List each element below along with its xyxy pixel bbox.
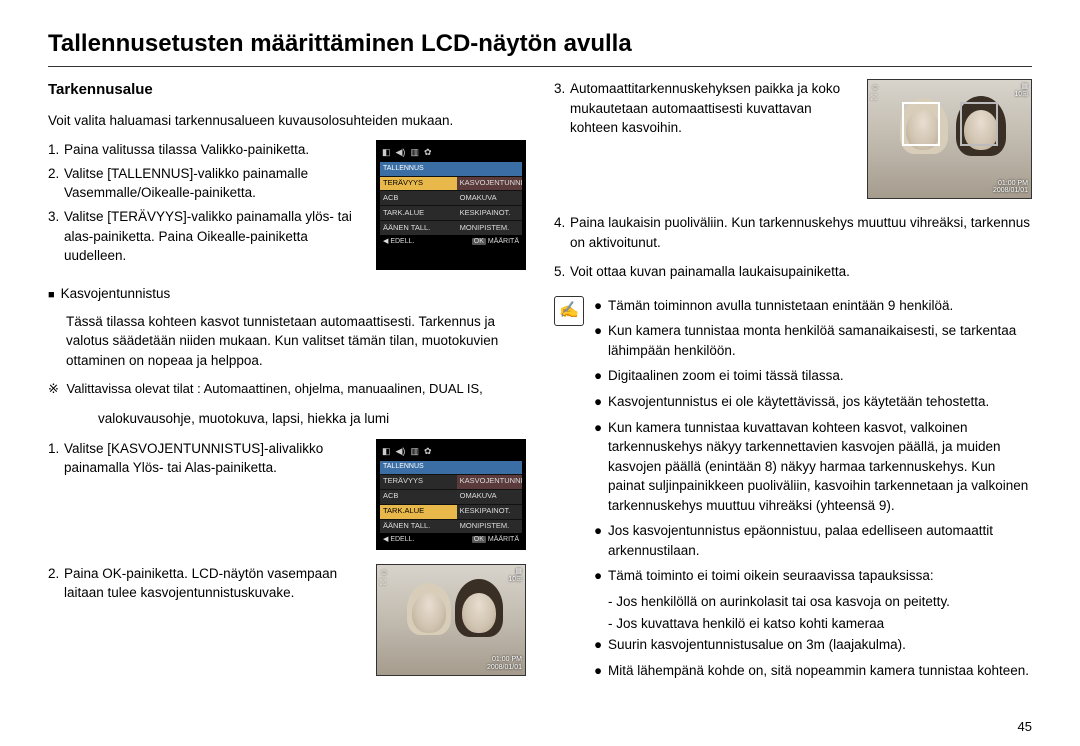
step-text: Valitse [KASVOJENTUNNISTUS]-alivalikko p… xyxy=(64,439,364,478)
menu-item: ÄÄNEN TALL. xyxy=(380,519,457,534)
step-text: Voit ottaa kuvan painamalla laukaisupain… xyxy=(570,262,1032,282)
section-heading: Tarkennusalue xyxy=(48,79,526,101)
note-icon: ✍ xyxy=(554,296,584,326)
step-number: 1. xyxy=(48,439,64,478)
photo-time: 01:00 PM xyxy=(487,656,522,664)
step-number: 3. xyxy=(48,207,64,266)
note-text: Valittavissa olevat tilat : Automaattine… xyxy=(67,381,483,396)
menu-item: TARK.ALUE xyxy=(380,504,457,519)
intro-text: Voit valita haluamasi tarkennusalueen ku… xyxy=(48,111,526,131)
photo-date: 2008/01/01 xyxy=(993,187,1028,195)
step-text: Valitse [TERÄVYYS]-valikko painamalla yl… xyxy=(64,207,364,266)
photo-date: 2008/01/01 xyxy=(487,664,522,672)
note-marker-icon: ※ xyxy=(48,381,59,396)
menu-item: OMAKUVA xyxy=(457,190,522,205)
note-item: Digitaalinen zoom ei toimi tässä tilassa… xyxy=(608,366,1032,386)
lcd-photo-faces: ☺⛶ ▦10⊞ 01:00 PM 2008/01/01 xyxy=(867,79,1032,199)
note-item: Tämän toiminnon avulla tunnistetaan enin… xyxy=(608,296,1032,316)
note-item: Kasvojentunnistus ei ole käytettävissä, … xyxy=(608,392,1032,412)
square-bullet-icon: ■ xyxy=(48,288,55,304)
menu-item: KESKIPAINOT. xyxy=(457,504,522,519)
menu-screenshot-a: ◧◀)▥✿ TALLENNUS TERÄVYYS ACB TARK.ALUE Ä… xyxy=(376,140,526,269)
menu-item: KASVOJENTUNNISTUS xyxy=(457,474,522,489)
title-divider xyxy=(48,66,1032,67)
page-title: Tallennusetusten määrittäminen LCD-näytö… xyxy=(48,30,1032,58)
menu-item: KASVOJENTUNNISTUS xyxy=(457,176,522,191)
menu-set: MÄÄRITÄ xyxy=(488,536,519,543)
note-item: Mitä lähempänä kohde on, sitä nopeammin … xyxy=(608,661,1032,681)
page-number: 45 xyxy=(1018,719,1032,734)
note-text-cont: valokuvausohje, muotokuva, lapsi, hiekka… xyxy=(98,409,526,429)
step-number: 2. xyxy=(48,164,64,203)
menu-item: ÄÄNEN TALL. xyxy=(380,220,457,235)
step-text: Valitse [TALLENNUS]-valikko painamalle V… xyxy=(64,164,364,203)
lcd-photo-preview: ☺⛶ ▦10⊞ 01:00 PM 2008/01/01 xyxy=(376,564,526,676)
note-subitem: - Jos kuvattava henkilö ei katso kohti k… xyxy=(608,614,1032,634)
menu-item: MONIPISTEM. xyxy=(457,220,522,235)
menu-item: TERÄVYYS xyxy=(380,176,457,191)
step-text: Paina valitussa tilassa Valikko-painiket… xyxy=(64,140,364,160)
menu-header: TALLENNUS xyxy=(380,162,457,175)
menu-set: MÄÄRITÄ xyxy=(488,238,519,245)
sub-heading: Kasvojentunnistus xyxy=(61,284,171,304)
menu-back: ◀ EDELL. xyxy=(383,237,414,247)
note-item: Jos kasvojentunnistus epäonnistuu, palaa… xyxy=(608,521,1032,560)
menu-screenshot-b: ◧◀)▥✿ TALLENNUS TERÄVYYS ACB TARK.ALUE Ä… xyxy=(376,439,526,550)
step-text: Paina OK-painiketta. LCD-näytön vasempaa… xyxy=(64,564,364,603)
menu-item: ACB xyxy=(380,190,457,205)
note-subitem: - Jos henkilöllä on aurinkolasit tai osa… xyxy=(608,592,1032,612)
sub-paragraph: Tässä tilassa kohteen kasvot tunnistetaa… xyxy=(66,312,526,371)
note-item: Suurin kasvojentunnistusalue on 3m (laaj… xyxy=(608,635,1032,655)
step-number: 4. xyxy=(554,213,570,252)
step-number: 2. xyxy=(48,564,64,603)
menu-item: ACB xyxy=(380,489,457,504)
menu-item: MONIPISTEM. xyxy=(457,519,522,534)
menu-item: TARK.ALUE xyxy=(380,205,457,220)
note-list: ●Tämän toiminnon avulla tunnistetaan eni… xyxy=(594,296,1032,687)
right-column: 3.Automaattitarkennuskehyksen paikka ja … xyxy=(554,79,1032,690)
menu-item: KESKIPAINOT. xyxy=(457,205,522,220)
menu-header: TALLENNUS xyxy=(380,461,457,474)
note-item: Kun kamera tunnistaa kuvattavan kohteen … xyxy=(608,418,1032,516)
menu-back: ◀ EDELL. xyxy=(383,535,414,545)
step-number: 5. xyxy=(554,262,570,282)
left-column: Tarkennusalue Voit valita haluamasi tark… xyxy=(48,79,526,690)
step-number: 1. xyxy=(48,140,64,160)
menu-item: TERÄVYYS xyxy=(380,474,457,489)
menu-ok: OK xyxy=(472,536,486,543)
note-item: Kun kamera tunnistaa monta henkilöä sama… xyxy=(608,321,1032,360)
step-text: Automaattitarkennuskehyksen paikka ja ko… xyxy=(570,79,853,138)
step-number: 3. xyxy=(554,79,570,138)
menu-ok: OK xyxy=(472,238,486,245)
note-item: Tämä toiminto ei toimi oikein seuraaviss… xyxy=(608,566,1032,586)
step-text: Paina laukaisin puoliväliin. Kun tarkenn… xyxy=(570,213,1032,252)
menu-item: OMAKUVA xyxy=(457,489,522,504)
